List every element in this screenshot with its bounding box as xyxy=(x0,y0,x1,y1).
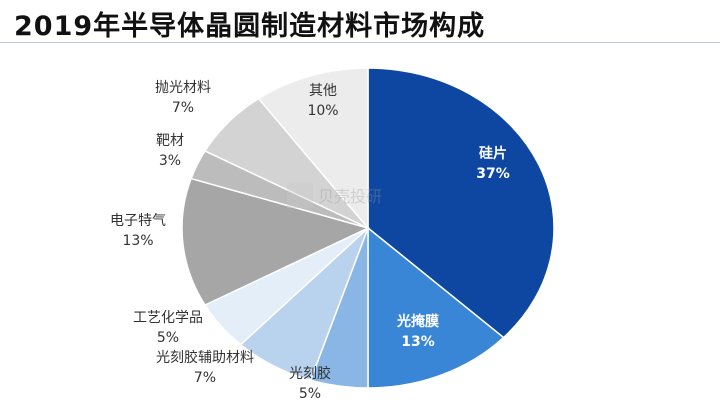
slice-label: 光刻胶辅助材料 xyxy=(156,349,254,366)
slice-value-label: 13% xyxy=(401,334,435,350)
pie-slice xyxy=(367,67,555,339)
pie-slice xyxy=(181,177,371,307)
watermark-text: 贝壳投研 xyxy=(318,187,382,206)
pie-slice xyxy=(257,67,369,231)
slice-label: 光刻胶 xyxy=(289,365,331,382)
slice-value-label: 7% xyxy=(172,100,194,116)
slice-label: 其他 xyxy=(309,83,337,99)
slice-value-label: 5% xyxy=(299,386,321,400)
pie-slice xyxy=(367,226,505,389)
chart-title: 2019年半导体晶圆制造材料市场构成 xyxy=(14,11,486,42)
slice-value-label: 5% xyxy=(157,330,179,346)
slice-value-label: 3% xyxy=(159,153,181,169)
watermark: 贝壳投研 xyxy=(287,182,382,208)
slice-value-label: 10% xyxy=(307,103,338,119)
slice-label: 光掩膜 xyxy=(396,313,439,330)
slice-label: 硅片 xyxy=(479,145,507,162)
title-divider xyxy=(0,42,720,43)
slice-label: 工艺化学品 xyxy=(133,310,203,326)
slice-label: 抛光材料 xyxy=(155,80,211,96)
slice-label: 靶材 xyxy=(156,133,184,149)
slice-value-label: 7% xyxy=(194,370,216,386)
slice-value-label: 37% xyxy=(476,166,510,182)
slice-label: 电子特气 xyxy=(110,213,166,229)
pie-slices xyxy=(181,67,555,389)
slice-value-label: 13% xyxy=(122,233,153,249)
watermark-logo-icon xyxy=(287,182,313,208)
pie-labels: 硅片 37% 光掩膜 13% 光刻胶 5% 光刻胶辅助材料 7% 工艺化学品 5% 电子特气 13% 靶… xyxy=(110,80,510,400)
